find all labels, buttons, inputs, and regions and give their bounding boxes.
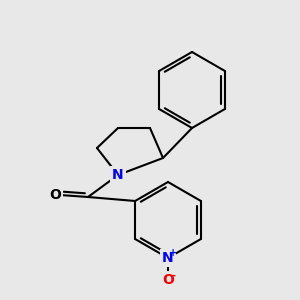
Text: -: -: [172, 271, 176, 281]
Text: N: N: [162, 251, 174, 265]
Text: N: N: [112, 168, 124, 182]
Text: +: +: [169, 248, 178, 259]
Text: O: O: [49, 188, 61, 202]
Text: O: O: [162, 273, 174, 287]
